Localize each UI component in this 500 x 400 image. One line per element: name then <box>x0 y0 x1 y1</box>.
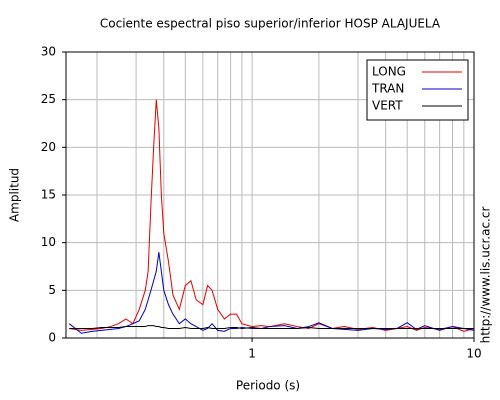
legend-label: VERT <box>372 99 403 113</box>
y-tick-label: 25 <box>41 92 56 106</box>
y-tick-label: 15 <box>41 188 56 202</box>
y-tick-label: 20 <box>41 140 56 154</box>
y-tick-label: 5 <box>48 283 56 297</box>
series-line <box>68 252 475 334</box>
y-tick-label: 10 <box>41 235 56 249</box>
y-axis-label: Amplitud <box>8 168 22 222</box>
x-tick-label: 10 <box>466 347 481 361</box>
legend-box <box>366 59 469 121</box>
series-line <box>69 325 474 329</box>
y-tick-label: 0 <box>48 331 56 345</box>
x-tick-label: 1 <box>248 347 256 361</box>
plot-frame <box>65 51 475 339</box>
legend-label: LONG <box>372 65 406 79</box>
source-url: http://www.lis.ucr.ac.cr <box>479 207 493 344</box>
chart-title: Cociente espectral piso superior/inferio… <box>100 17 441 31</box>
legend-label: TRAN <box>371 82 404 96</box>
y-tick-label: 30 <box>41 45 56 59</box>
x-axis-label: Periodo (s) <box>236 379 300 393</box>
